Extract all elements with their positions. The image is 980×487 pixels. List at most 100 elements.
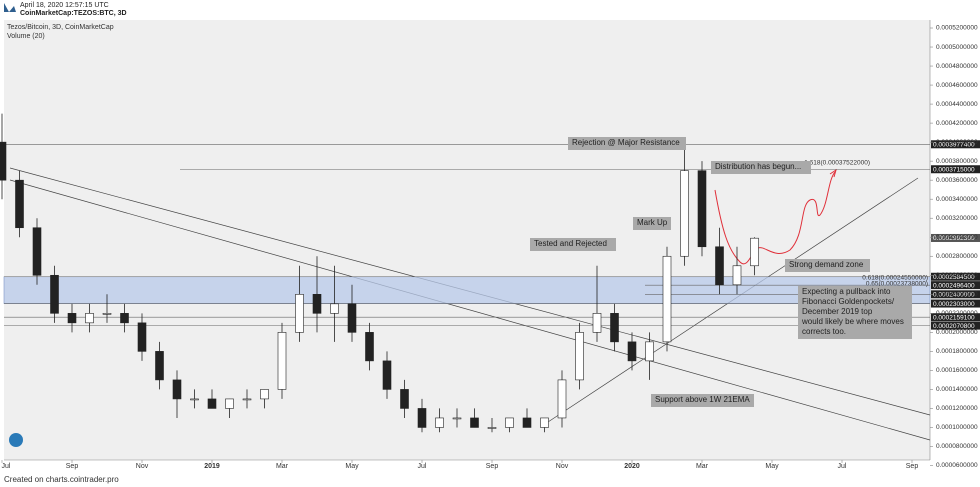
annotation-text: corrects too. [802,327,846,336]
level-box [931,321,980,330]
x-tick-label: Jul [2,463,11,470]
candle-body [260,389,269,400]
x-tick-label: Jul [418,463,427,470]
annotation-text: Mark Up [637,218,668,227]
candle-body [470,417,479,428]
annotation-box [798,286,912,339]
level-label: 0.0002159100 [933,314,975,321]
candle-body [102,313,112,315]
x-tick-label: 2020 [624,463,640,470]
y-tick-label: 0.0004800000 [936,63,978,70]
y-tick-label: 0.0001400000 [936,386,978,393]
y-tick-label: 0.0004400000 [936,101,978,108]
candle-body [120,313,129,324]
plot-area [4,20,930,460]
candle-body [522,417,532,428]
y-tick-label: 0.0000600000 [936,462,978,469]
candle-body [452,417,462,420]
candle-body [312,294,322,314]
candle-body [207,398,217,409]
annotation-box [651,394,754,407]
y-tick-label: 0.0003200000 [936,215,978,222]
x-tick-label: May [345,463,359,470]
level-label: 0.0002070800 [933,323,975,330]
fib-label: 0.618(0.00024550000) [862,275,928,282]
level-box [931,281,980,290]
candle-body [190,398,199,401]
x-tick-label: Nov [556,463,569,470]
candle-body [347,303,357,333]
candle-body [540,417,549,428]
level-label: 0.0002400000 [933,292,975,299]
annotation-text: Strong demand zone [789,260,864,269]
fib-label: 1.618(0.00037522000) [804,160,870,167]
annotation-box [568,137,686,150]
annotation-box [633,217,671,230]
candle-body [715,246,724,286]
candle-body [610,313,619,343]
y-tick-label: 0.0003800000 [936,158,978,165]
candle-body [15,179,24,229]
candle-body [172,379,182,400]
x-tick-label: 2019 [204,463,220,470]
candle-body [295,294,304,333]
annotation-box [711,161,811,174]
level-label: 0.0003715000 [933,166,975,173]
level-box [931,299,980,308]
y-tick-label: 0.0002200000 [936,310,978,317]
brand-icon [9,433,23,447]
projection-path [714,171,836,265]
level-box [931,140,980,149]
level-box [931,165,980,174]
candle-body [557,379,567,419]
level-box [931,272,980,281]
candle-body [225,398,234,409]
trend-line [9,179,931,441]
candle-body [137,322,147,352]
candle-body [680,170,689,257]
candle-body [0,141,7,181]
level-label: 0.0002992300 [933,235,975,242]
projection-arrow [829,168,837,178]
chart-title: Tezos/Bitcoin, 3D, CoinMarketCap [7,24,114,31]
annotation-box [785,259,870,272]
annotation-text: would likely be where moves [801,317,904,326]
y-tick-label: 0.0003000000 [936,234,978,241]
y-tick-label: 0.0004200000 [936,120,978,127]
candle-body [85,313,94,324]
candle-body [627,341,637,362]
y-tick-label: 0.0004600000 [936,82,978,89]
timestamp: April 18, 2020 12:57:15 UTC [20,2,109,9]
fib-label: 0.65(0.00023738000) [866,281,928,288]
level-box [931,233,980,242]
candle-body [697,170,707,248]
candle-body [750,237,759,267]
annotation-text: Support above 1W 21EMA [655,395,750,404]
y-tick-label: 0.0003400000 [936,196,978,203]
candle-body [575,332,584,381]
chart-subtitle: Volume (20) [7,33,45,40]
y-tick-label: 0.0001800000 [936,348,978,355]
x-tick-label: Sep [906,463,919,470]
candle-body [32,227,42,276]
x-tick-label: May [765,463,779,470]
candle-body [732,265,742,286]
annotation-text: Tested and Rejected [534,239,607,248]
candle-body [487,427,497,429]
footer: Created on charts.cointrader.pro [4,475,119,484]
candle-body [330,303,339,314]
candle-body [435,417,444,428]
level-label: 0.0002584500 [933,274,975,281]
x-tick-label: Mar [696,463,709,470]
candle-body [662,255,672,343]
candle-body [67,313,77,324]
annotation-text: Expecting a pullback into [802,287,891,296]
x-tick-label: Jul [838,463,847,470]
level-box [931,290,980,299]
annotation-text: December 2019 top [802,307,873,316]
y-tick-label: 0.0002400000 [936,291,978,298]
y-tick-label: 0.0002000000 [936,329,978,336]
y-tick-label: 0.0001600000 [936,367,978,374]
y-tick-label: 0.0002600000 [936,272,978,279]
